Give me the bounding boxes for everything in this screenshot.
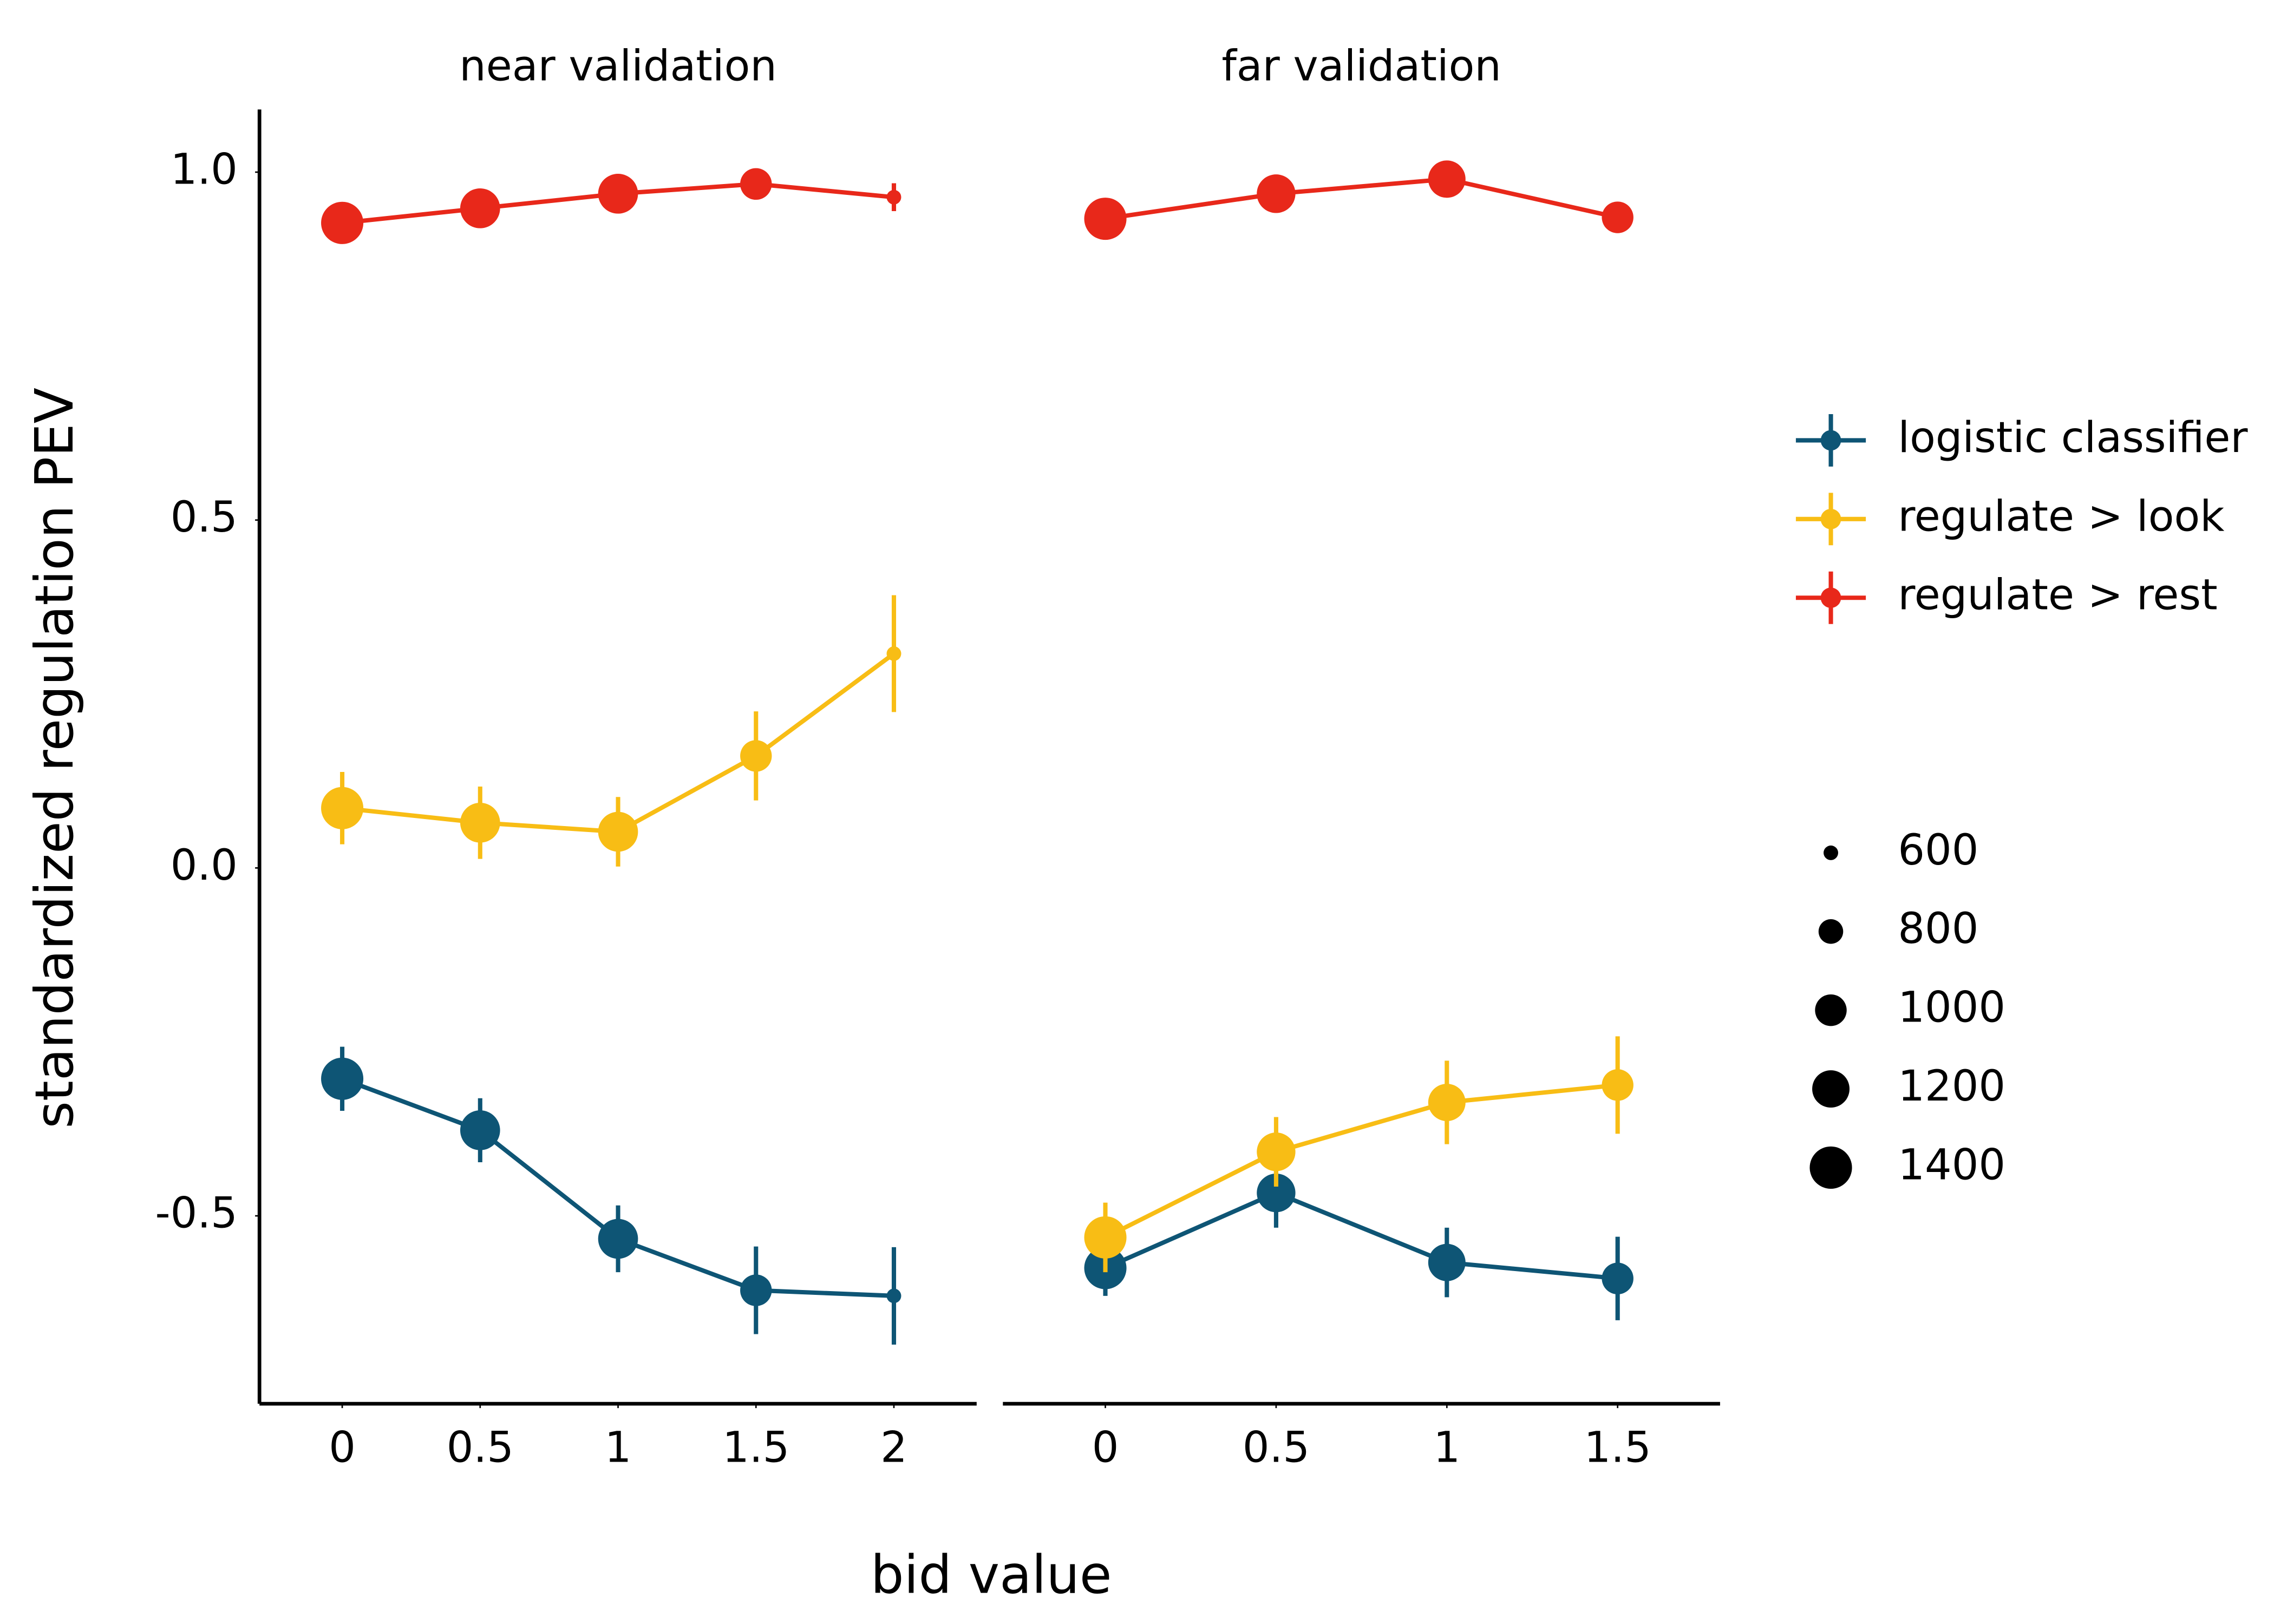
size-legend-point (1824, 845, 1838, 860)
legend-point (1820, 587, 1841, 608)
point (460, 1110, 500, 1150)
x-tick-label: 1 (1433, 1424, 1460, 1472)
panel-title: far validation (1221, 42, 1501, 90)
x-tick-label: 0 (329, 1424, 356, 1472)
point (1257, 174, 1296, 213)
size-legend-point (1812, 1070, 1850, 1108)
point (740, 1274, 772, 1306)
y-tick-label: -0.5 (155, 1189, 238, 1238)
series-line (1104, 1083, 1618, 1240)
point (740, 740, 772, 772)
point (1428, 1084, 1466, 1121)
point (886, 1288, 901, 1304)
size-legend-label: 600 (1898, 826, 1978, 875)
point (460, 802, 500, 843)
legend-label: regulate > rest (1898, 571, 2217, 620)
y-tick-label: 0.5 (171, 493, 238, 542)
legend-point (1820, 509, 1841, 529)
size-legend-point (1815, 994, 1847, 1026)
point (1602, 1069, 1633, 1101)
x-tick-label: 1.5 (1584, 1424, 1651, 1472)
x-tick-label: 1.5 (722, 1424, 789, 1472)
point (1257, 1132, 1296, 1171)
x-axis-label: bid value (871, 1544, 1112, 1606)
point (321, 1057, 364, 1100)
legend-point (1820, 430, 1841, 451)
y-tick-label: 0.0 (171, 841, 238, 890)
point (598, 1219, 638, 1259)
point (1257, 1173, 1296, 1213)
point (1084, 198, 1127, 240)
x-tick-label: 0 (1092, 1424, 1119, 1472)
size-legend-label: 1000 (1898, 984, 2005, 1032)
point (460, 188, 500, 228)
point (1428, 1243, 1466, 1281)
legend-label: logistic classifier (1898, 414, 2248, 462)
size-legend-label: 800 (1898, 905, 1978, 953)
point (1084, 1216, 1127, 1259)
point (1602, 201, 1633, 233)
x-tick-label: 0.5 (447, 1424, 514, 1472)
point (598, 811, 638, 852)
x-tick-label: 1 (605, 1424, 632, 1472)
panel-title: near validation (459, 42, 777, 90)
size-legend-label: 1400 (1898, 1141, 2005, 1189)
point (1428, 160, 1466, 198)
point (598, 174, 638, 214)
point (886, 189, 901, 205)
x-tick-label: 0.5 (1243, 1424, 1310, 1472)
series-line (1105, 176, 1618, 221)
series-line (1104, 1190, 1618, 1281)
size-legend-point (1818, 919, 1844, 944)
size-legend-point (1809, 1146, 1852, 1189)
point (321, 201, 364, 244)
size-legend-label: 1200 (1898, 1062, 2005, 1111)
y-tick-label: 1.0 (171, 145, 238, 194)
x-tick-label: 2 (880, 1424, 907, 1472)
point (1602, 1262, 1633, 1294)
point (321, 787, 364, 829)
legend-label: regulate > look (1898, 492, 2224, 541)
y-axis-label: standardized regulation PEV (24, 388, 85, 1129)
point (740, 168, 772, 200)
point (886, 646, 901, 661)
